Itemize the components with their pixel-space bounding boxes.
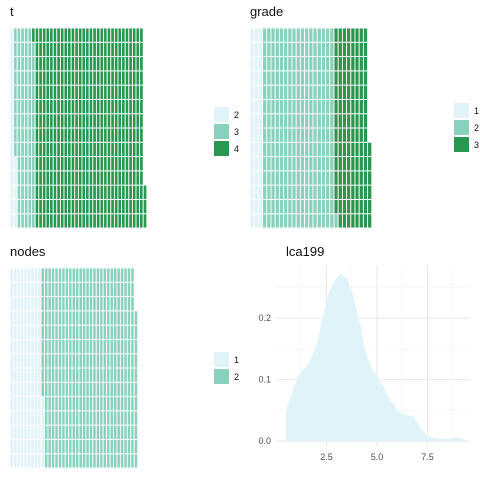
waffle-cell: [142, 184, 148, 200]
legend-label: 3: [474, 140, 479, 150]
waffle-cells: [9, 267, 139, 469]
chart-title-nodes: nodes: [10, 244, 46, 259]
legend-key: [214, 141, 229, 156]
waffle-cell: [139, 27, 144, 43]
waffle-cells: [9, 27, 148, 229]
legend-key: [454, 137, 469, 152]
waffle-cell: [133, 310, 139, 326]
waffle-cell: [367, 141, 373, 158]
legend-label: 2: [234, 372, 239, 382]
waffle-cell: [130, 267, 135, 283]
x-tick-label: 5.0: [371, 452, 384, 462]
waffle-cell: [362, 27, 369, 43]
y-tick-label: 0.2: [258, 313, 271, 323]
density-area: [286, 273, 464, 442]
chart-title-grade: grade: [250, 4, 284, 19]
legend-label: 1: [474, 106, 479, 116]
legend-key: [214, 352, 229, 367]
y-tick-label: 0.0: [258, 436, 271, 446]
legend-key: [214, 369, 229, 384]
legend-label: 2: [234, 110, 239, 120]
legend-key: [214, 124, 229, 139]
legend-label: 3: [234, 127, 239, 137]
waffle-cells: [249, 27, 373, 229]
legend-label: 1: [234, 355, 239, 365]
legend-key: [454, 120, 469, 135]
chart-title-lca199: lca199: [286, 244, 325, 259]
legend-key: [454, 103, 469, 118]
legend-label: 4: [234, 144, 239, 154]
legend-label: 2: [474, 123, 479, 133]
y-tick-label: 0.1: [258, 375, 271, 385]
x-tick-label: 2.5: [320, 452, 333, 462]
chart-title-t: t: [10, 4, 14, 19]
legend-key: [214, 107, 229, 122]
x-tick-label: 7.5: [421, 452, 434, 462]
